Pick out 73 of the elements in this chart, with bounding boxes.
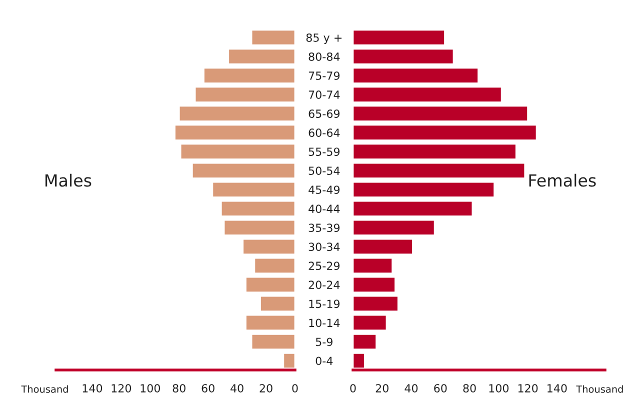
y-tick-label: 5-9 <box>316 338 332 346</box>
bar <box>353 200 474 217</box>
x-tick-label: 40 <box>404 384 418 392</box>
y-tick-label: 60-64 <box>308 128 340 137</box>
bar <box>353 48 454 65</box>
bar <box>353 276 396 293</box>
x-tick-label: 80 <box>463 384 476 392</box>
bar <box>254 257 295 274</box>
y-tick-label: 70-74 <box>308 90 340 99</box>
series-label: Females <box>529 174 596 187</box>
bar <box>353 181 495 198</box>
y-tick-label: 85 y + <box>306 33 342 44</box>
bar <box>353 29 446 46</box>
y-tick-label: 20-24 <box>308 280 340 290</box>
y-tick-label: 65-69 <box>308 110 340 118</box>
bar <box>353 314 388 332</box>
bar <box>245 314 295 332</box>
x-tick-label: 0 <box>292 384 298 392</box>
bar <box>353 67 479 84</box>
bar <box>223 219 295 236</box>
x-tick-label: 80 <box>172 384 186 392</box>
bar <box>353 295 399 312</box>
bar <box>212 181 295 198</box>
bar <box>353 143 517 160</box>
x-tick-label: 100 <box>140 384 160 392</box>
bar <box>250 29 295 46</box>
y-tick-label: 45-49 <box>308 186 340 194</box>
x-tick-label: 120 <box>518 384 538 392</box>
bar <box>245 276 295 293</box>
bar <box>353 238 414 255</box>
y-tick-label: 15-19 <box>309 300 340 308</box>
x-tick-label: 40 <box>230 384 244 392</box>
x-tick-label: 0 <box>350 384 356 392</box>
y-tick-label: 35-39 <box>308 224 340 232</box>
x-tick-label: 140 <box>548 384 567 392</box>
text: Males <box>46 174 92 187</box>
bar <box>353 162 526 179</box>
bar <box>174 124 295 141</box>
y-tick-label: 80-84 <box>308 52 340 61</box>
y-tick-label: 55-59 <box>308 148 340 156</box>
bar <box>353 257 394 274</box>
bar <box>353 86 502 103</box>
bar <box>353 333 377 350</box>
bar <box>353 219 436 236</box>
bar <box>194 86 295 103</box>
bar <box>178 105 295 122</box>
bar <box>353 124 538 141</box>
bar <box>260 295 295 312</box>
bar <box>242 238 295 255</box>
y-tick-label: 40-44 <box>308 204 340 214</box>
bar <box>250 333 295 350</box>
bar <box>180 143 295 160</box>
y-tick-label: 0-4 <box>316 356 333 366</box>
x-tick-label: 100 <box>489 384 509 392</box>
x-tick-label: 140 <box>82 384 102 392</box>
y-tick-label: 75-79 <box>308 72 340 80</box>
x-tick-label: 20 <box>376 384 388 392</box>
x-tick-label: 120 <box>112 384 132 392</box>
y-tick-label: 50-54 <box>308 166 340 175</box>
x-axis-title: Thousand <box>576 385 623 393</box>
y-tick-label: 30-34 <box>308 242 340 252</box>
y-tick-label: 10-14 <box>309 318 340 328</box>
y-tick-label: 25-29 <box>308 262 340 270</box>
bar <box>203 67 295 84</box>
x-axis-title: Thousand <box>21 385 68 393</box>
bar <box>282 352 295 370</box>
bar <box>353 105 528 122</box>
x-tick-label: 60 <box>202 384 214 392</box>
bar <box>220 200 295 217</box>
x-tick-label: 60 <box>434 384 447 392</box>
bar <box>228 48 295 65</box>
x-tick-label: 20 <box>260 384 272 392</box>
bar <box>191 162 295 179</box>
